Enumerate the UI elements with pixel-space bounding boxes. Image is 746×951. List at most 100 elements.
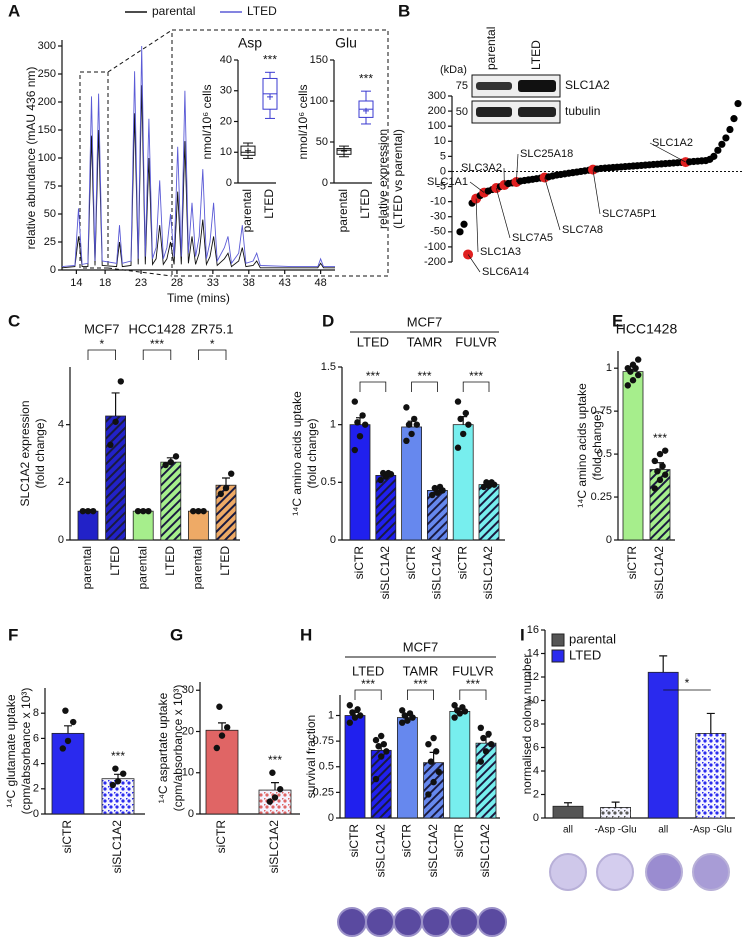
significance: *: [210, 337, 215, 351]
x-tick-label: parental: [191, 546, 205, 589]
data-point: [624, 382, 631, 389]
data-point: [435, 768, 442, 776]
data-point: [195, 507, 202, 515]
y-tick-label: 100: [310, 95, 328, 107]
x-tick-label: 48: [315, 277, 327, 289]
data-point: [167, 458, 174, 466]
data-point: [70, 718, 77, 726]
x-tick-label: siCTR: [347, 824, 361, 858]
panel-letter: E: [612, 311, 623, 330]
panel-letter: B: [398, 1, 410, 20]
data-point: [413, 421, 420, 428]
x-tick-label: siCTR: [404, 546, 418, 580]
data-point: [79, 507, 87, 515]
y-tick-label: 10: [182, 767, 194, 779]
x-tick-label: siSLC1A2: [426, 824, 440, 878]
y-tick-label: 150: [310, 54, 328, 66]
inset-title: Glu: [335, 35, 357, 51]
data-point: [351, 446, 358, 454]
data-point: [629, 361, 637, 368]
data-point: [483, 479, 490, 486]
significance: ***: [466, 677, 480, 691]
data-point: [465, 421, 472, 428]
data-point: [462, 409, 469, 417]
data-point: [477, 724, 484, 731]
significance: ***: [361, 677, 375, 691]
x-tick-label: LTED: [262, 189, 276, 219]
data-point: [172, 453, 180, 460]
western-blot: parental LTED (kDa) 75 50 SLC1A2 tubulin: [440, 27, 610, 124]
error-bar: [64, 725, 72, 734]
lane-label: LTED: [529, 40, 543, 70]
x-tick-label: siSLC1A2: [110, 820, 124, 874]
y-tick-label: 0: [330, 534, 336, 546]
x-tick-label: siCTR: [455, 546, 469, 580]
data-point: [651, 457, 658, 465]
data-point: [399, 707, 406, 714]
box-mean: [363, 107, 369, 114]
box-mean: [245, 147, 251, 154]
data-point: [404, 717, 411, 724]
y-tick-label: 12: [527, 671, 539, 683]
x-tick-label: -Asp -Glu: [594, 825, 636, 836]
legend-swatch: [551, 633, 565, 647]
data-point: [372, 736, 380, 744]
x-tick-label: 28: [171, 277, 183, 289]
data-point: [488, 741, 495, 748]
data-point: [162, 461, 169, 469]
sig-bracket: [198, 349, 227, 360]
bar: [552, 805, 584, 819]
y-tick-label: 0.5: [321, 476, 336, 488]
data-point: [145, 507, 152, 515]
data-point: [378, 753, 385, 760]
y-tick-label: 150: [38, 124, 56, 136]
data-point: [64, 737, 72, 745]
group-label: LTED: [352, 663, 384, 678]
x-tick-label: siCTR: [60, 820, 74, 854]
data-point: [401, 712, 408, 719]
y-axis-label: relative expression: [376, 129, 390, 229]
data-point: [216, 703, 223, 710]
chart-title: HCC1428: [616, 321, 678, 337]
data-point: [217, 490, 224, 498]
y-tick-label: 0.25: [591, 491, 612, 503]
y-tick-label: 0: [328, 812, 334, 824]
y-tick-label: -100: [424, 241, 446, 253]
y-axis-label: (fold change): [590, 410, 604, 480]
y-tick-label: 0: [606, 534, 612, 546]
error-bar: [111, 392, 120, 417]
data-point: [383, 748, 390, 755]
bar: [258, 789, 292, 815]
y-tick-label: 6: [33, 732, 39, 744]
legend-label: LTED: [569, 647, 601, 662]
x-tick-label: siCTR: [400, 824, 414, 858]
y-tick-label: 300: [38, 40, 56, 52]
group-header: MCF7: [407, 314, 442, 329]
data-point: [403, 437, 410, 445]
data-point: [362, 421, 369, 428]
y-tick-label: 4: [33, 758, 39, 770]
x-tick-label: 23: [135, 277, 147, 289]
significance: ***: [469, 369, 483, 383]
data-point: [112, 765, 119, 772]
y-tick-label: 40: [220, 54, 232, 66]
data-point: [200, 507, 207, 515]
significance: ***: [359, 71, 373, 85]
point: [722, 134, 730, 142]
sig-bracket: [354, 689, 382, 700]
y-tick-label: 4: [58, 419, 64, 431]
x-tick-label: siSLC1A2: [652, 546, 666, 600]
y-tick-label: 75: [44, 180, 56, 192]
legend-swatch: [551, 649, 565, 663]
data-point: [399, 719, 406, 726]
panel-letter: A: [8, 1, 20, 20]
data-point: [354, 706, 361, 713]
x-tick-label: parental: [80, 546, 94, 589]
panel-letter: I: [520, 625, 525, 644]
panel-letter: D: [322, 311, 334, 330]
y-tick-label: 0.75: [591, 405, 612, 417]
y-tick-label: 0: [226, 177, 232, 189]
highlight-point: [463, 249, 474, 260]
point: [730, 115, 738, 123]
